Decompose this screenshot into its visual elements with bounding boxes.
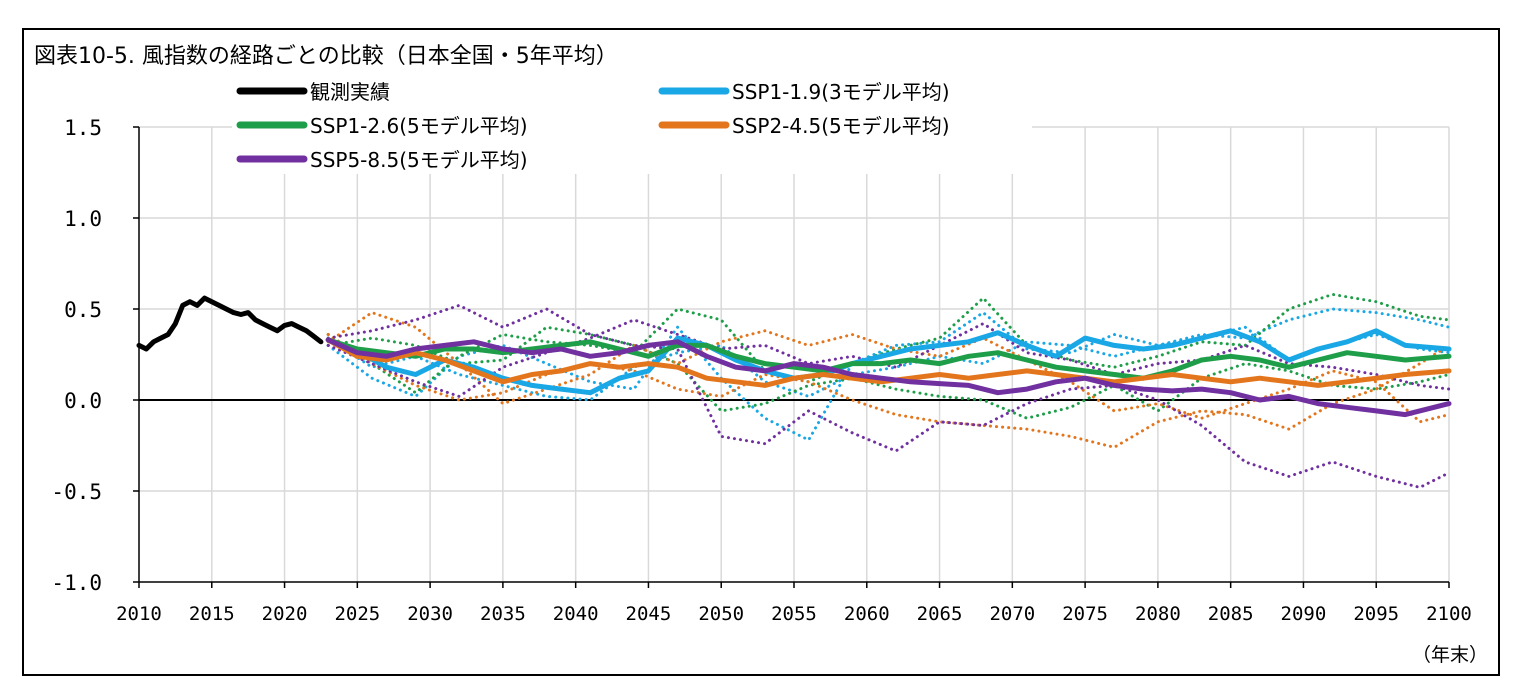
y-tick-label: 1.0: [64, 207, 102, 231]
series-lines: [136, 292, 1452, 489]
x-tick-label: 2075: [1062, 603, 1108, 625]
model-member-dotted-line: [326, 307, 1451, 402]
model-member-dotted-line: [326, 325, 1451, 420]
model-member-dotted-line: [326, 292, 1451, 395]
axes: 1.5 1.0 0.5 0.0 -0.5 -1.0 2010 2015 2020 2025 2030…: [51, 116, 1471, 625]
x-tick-label: 2040: [553, 603, 599, 625]
legend-label: SSP1-2.6(5モデル平均): [310, 114, 528, 138]
legend-background: [232, 72, 1032, 174]
x-tick-label: 2050: [698, 603, 744, 625]
x-tick-label: 2035: [480, 603, 526, 625]
x-tick-label: 2025: [334, 603, 380, 625]
y-tick-label: 1.5: [64, 116, 102, 140]
y-tick-label: -1.0: [51, 571, 102, 595]
x-tick-label: 2055: [771, 603, 817, 625]
x-tick-label: 2015: [189, 603, 235, 625]
legend-label: 観測実績: [310, 80, 390, 104]
x-tick-label: 2045: [626, 603, 672, 625]
x-tick-label: 2100: [1426, 603, 1472, 625]
gridlines: [139, 126, 1450, 582]
y-tick-label: -0.5: [51, 480, 102, 504]
y-tick-label: 0.0: [64, 389, 102, 413]
legend-label: SSP1-1.9(3モデル平均): [732, 80, 950, 104]
x-tick-label: 2095: [1353, 603, 1399, 625]
legend-label: SSP2-4.5(5モデル平均): [732, 114, 950, 138]
scenario-mean-line: [325, 337, 1452, 388]
observed-series-line: [136, 295, 324, 352]
model-member-dotted-line: [326, 318, 1451, 398]
x-axis-unit-label: （年末）: [1412, 644, 1489, 666]
x-tick-label: 2065: [917, 603, 963, 625]
x-tick-label: 2060: [844, 603, 890, 625]
legend: 観測実績 SSP1-1.9(3モデル平均) SSP1-2.6(5モデル平均) SSP2…: [232, 72, 1032, 174]
model-member-dotted-line: [326, 333, 1451, 449]
x-tick-label: 2080: [1135, 603, 1181, 625]
x-tick-label: 2070: [989, 603, 1035, 625]
legend-label: SSP5-8.5(5モデル平均): [310, 148, 528, 172]
x-tick-label: 2090: [1281, 603, 1327, 625]
scenario-mean-line: [325, 337, 1452, 418]
x-tick-label: 2010: [116, 603, 162, 625]
y-tick-label: 0.5: [64, 298, 102, 322]
chart-title: 図表10-5. 風指数の経路ごとの比較（日本全国・5年平均）: [34, 44, 618, 69]
x-tick-label: 2030: [407, 603, 453, 625]
model-member-dotted-line: [326, 303, 1451, 489]
x-tick-label: 2085: [1208, 603, 1254, 625]
x-tick-label: 2020: [262, 603, 308, 625]
